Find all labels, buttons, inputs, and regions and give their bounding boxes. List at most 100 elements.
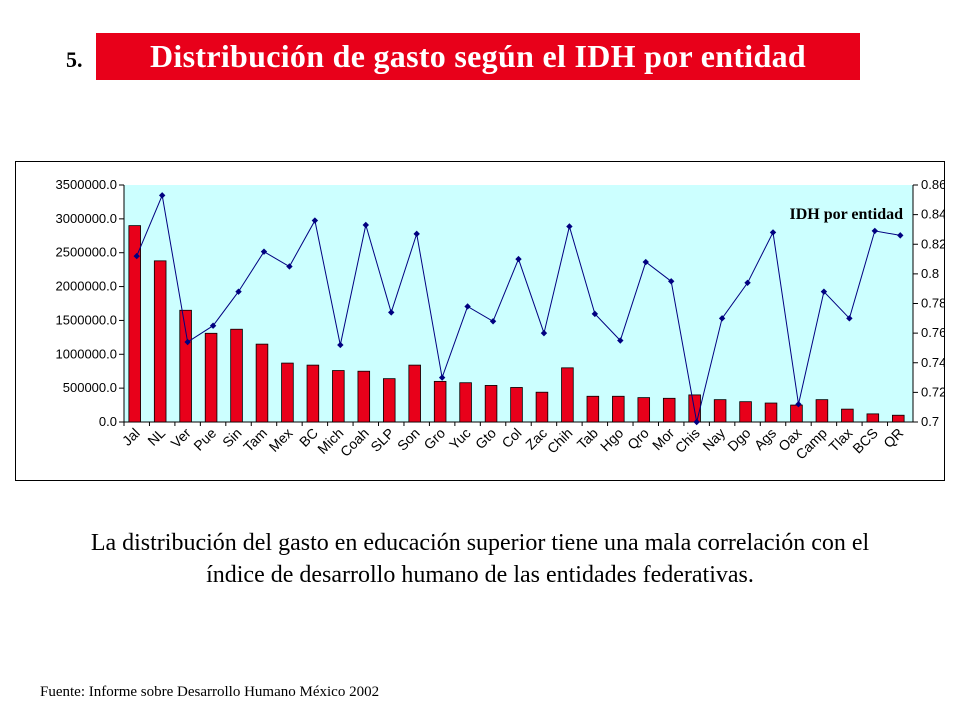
category-label-Mor: Mor <box>649 425 678 454</box>
category-label-NL: NL <box>144 425 168 449</box>
idh-point-Coah <box>362 221 369 229</box>
bar-Sin <box>230 328 243 423</box>
bar-Qro <box>637 397 651 423</box>
source-footer: Fuente: Informe sobre Desarrollo Humano … <box>40 684 380 700</box>
bar-Pue <box>204 332 218 423</box>
idh-point-Jal <box>133 252 140 260</box>
bar-Mich <box>332 370 345 423</box>
category-label-Son: Son <box>394 425 423 454</box>
bar-Yuc <box>459 382 472 423</box>
category-label-Ver: Ver <box>168 425 194 451</box>
bar-Gto <box>484 385 498 423</box>
idh-point-Nay <box>718 315 726 322</box>
bar-Son <box>408 364 421 423</box>
idh-point-Sin <box>235 288 242 295</box>
bar-BC <box>306 364 320 423</box>
idh-point-NL <box>158 192 166 199</box>
category-label-Dgo: Dgo <box>724 425 754 455</box>
idh-annotation: IDH por entidad <box>789 206 903 223</box>
category-label-Yuc: Yuc <box>446 425 474 453</box>
caption-text: La distribución del gasto en educación s… <box>90 530 870 588</box>
left-tick-label: 0.0 <box>99 414 117 429</box>
category-label-Gro: Gro <box>420 425 448 453</box>
right-tick-label: 0.8 <box>921 266 939 281</box>
bar-Tam <box>255 343 269 423</box>
idh-point-Son <box>413 230 420 238</box>
right-tick-label: 0.84 <box>921 207 944 222</box>
right-tick-label: 0.86 <box>921 177 944 192</box>
right-tick-label: 0.7 <box>921 414 939 429</box>
bar-Chih <box>561 367 574 423</box>
right-tick-label: 0.72 <box>921 384 944 399</box>
category-label-Col: Col <box>498 425 524 451</box>
category-label-Jal: Jal <box>119 425 143 449</box>
left-tick-label: 3000000.0 <box>56 211 117 226</box>
category-label-Chis: Chis <box>672 425 703 456</box>
right-tick-label: 0.76 <box>921 325 944 340</box>
bar-Oax <box>790 404 803 423</box>
idh-point-Gro <box>438 374 446 381</box>
category-label-BCS: BCS <box>849 425 881 457</box>
bar-Ags <box>764 402 778 423</box>
bar-Mex <box>281 362 294 423</box>
idh-point-Pue <box>209 322 217 329</box>
idh-point-Mor <box>668 278 675 285</box>
idh-point-Chis <box>693 418 700 426</box>
category-label-Qro: Qro <box>624 425 652 453</box>
category-label-Chih: Chih <box>544 425 576 457</box>
idh-point-Yuc <box>464 303 471 310</box>
plot-area <box>124 185 913 422</box>
slide-number: 5. <box>66 47 83 72</box>
bar-NL <box>153 260 167 423</box>
idh-point-Mich <box>337 341 344 349</box>
right-tick-label: 0.82 <box>921 236 944 251</box>
idh-point-Ver <box>184 338 191 346</box>
bar-Hgo <box>612 395 625 423</box>
idh-point-Chih <box>566 223 573 230</box>
bar-Tlax <box>841 408 854 423</box>
bar-Ver <box>179 309 192 423</box>
category-label-Gto: Gto <box>472 425 499 452</box>
idh-point-Mex <box>286 263 293 270</box>
bar-QR <box>892 414 905 423</box>
idh-point-Col <box>515 255 522 263</box>
left-tick-label: 3500000.0 <box>56 177 117 192</box>
left-tick-label: 1000000.0 <box>56 346 117 361</box>
left-tick-label: 1500000.0 <box>56 312 117 327</box>
bar-Gro <box>433 380 447 423</box>
right-tick-label: 0.74 <box>921 355 944 370</box>
idh-point-QR <box>897 232 904 239</box>
category-label-Hgo: Hgo <box>597 425 627 455</box>
idh-point-Hgo <box>617 337 624 344</box>
category-label-SLP: SLP <box>367 425 397 455</box>
right-tick-label: 0.78 <box>921 296 944 311</box>
idh-point-Tlax <box>846 315 853 322</box>
idh-point-Dgo <box>744 279 751 286</box>
bar-Tab <box>586 395 600 423</box>
bar-Nay <box>713 399 727 423</box>
category-label-Sin: Sin <box>219 425 245 451</box>
idh-point-Tam <box>260 248 268 255</box>
left-tick-label: 500000.0 <box>63 380 117 395</box>
bar-Coah <box>357 370 371 423</box>
bar-Zac <box>535 391 549 423</box>
category-label-Ags: Ags <box>751 425 779 453</box>
bar-SLP <box>382 378 396 423</box>
bar-Dgo <box>739 401 752 423</box>
idh-point-Oax <box>795 401 802 408</box>
category-label-Coah: Coah <box>337 425 372 460</box>
idh-point-BC <box>311 217 319 224</box>
idh-point-Zac <box>540 329 548 337</box>
idh-point-Tab <box>591 310 599 318</box>
category-label-Tam: Tam <box>240 425 270 455</box>
category-label-Tab: Tab <box>574 425 601 452</box>
idh-point-BCS <box>871 227 879 235</box>
idh-point-Gto <box>489 318 497 325</box>
bar-Jal <box>128 225 141 423</box>
idh-point-Ags <box>769 229 777 236</box>
left-tick-label: 2000000.0 <box>56 279 117 294</box>
category-label-Mex: Mex <box>266 425 296 455</box>
left-tick-label: 2500000.0 <box>56 245 117 260</box>
category-label-Pue: Pue <box>190 425 219 454</box>
category-label-QR: QR <box>880 425 906 451</box>
